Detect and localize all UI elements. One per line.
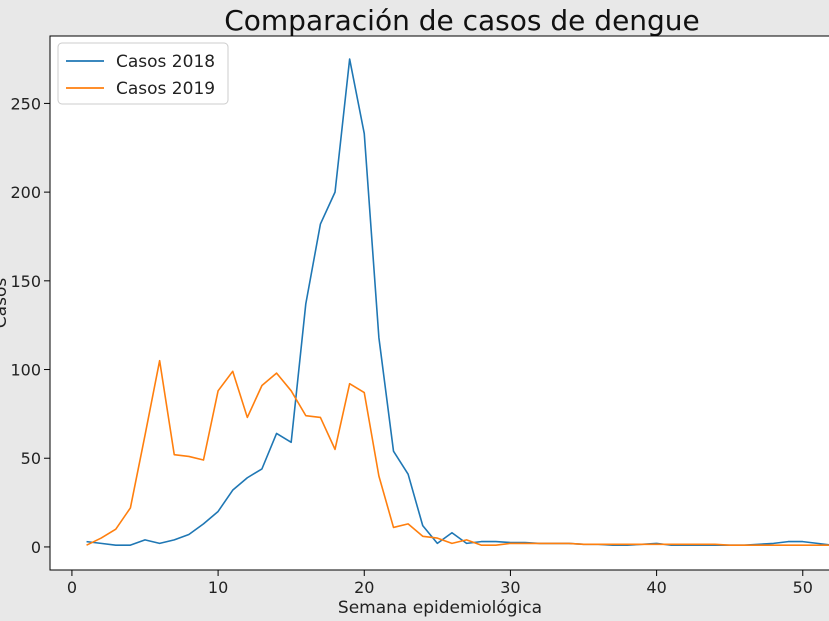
series-line-2 [86, 359, 829, 546]
x-tick-label: 10 [208, 578, 228, 597]
y-tick-label: 250 [10, 94, 41, 113]
x-tick-label: 40 [646, 578, 666, 597]
x-tick-label: 20 [354, 578, 374, 597]
y-tick-label: 50 [21, 449, 41, 468]
y-tick-label: 200 [10, 183, 41, 202]
y-tick-label: 150 [10, 272, 41, 291]
series-layer [86, 58, 829, 546]
legend-label-2: Casos 2019 [116, 79, 215, 99]
y-axis-label: Casos [0, 278, 11, 329]
chart-title: Comparación de casos de dengue [224, 4, 700, 37]
y-tick-label: 0 [31, 538, 41, 557]
x-axis: 0 10 20 30 40 50 [67, 570, 813, 597]
plot-frame [49, 35, 829, 571]
x-tick-label: 0 [67, 578, 77, 597]
y-axis: 0 50 100 150 200 250 [10, 94, 50, 557]
x-tick-label: 30 [500, 578, 520, 597]
legend-label-1: Casos 2018 [116, 52, 215, 72]
series-line-1 [86, 58, 829, 546]
x-axis-label: Semana epidemiológica [338, 598, 542, 618]
plot-area [50, 36, 829, 570]
y-tick-label: 100 [10, 361, 41, 380]
legend: Casos 2018 Casos 2019 [57, 42, 229, 105]
x-tick-label: 50 [793, 578, 813, 597]
